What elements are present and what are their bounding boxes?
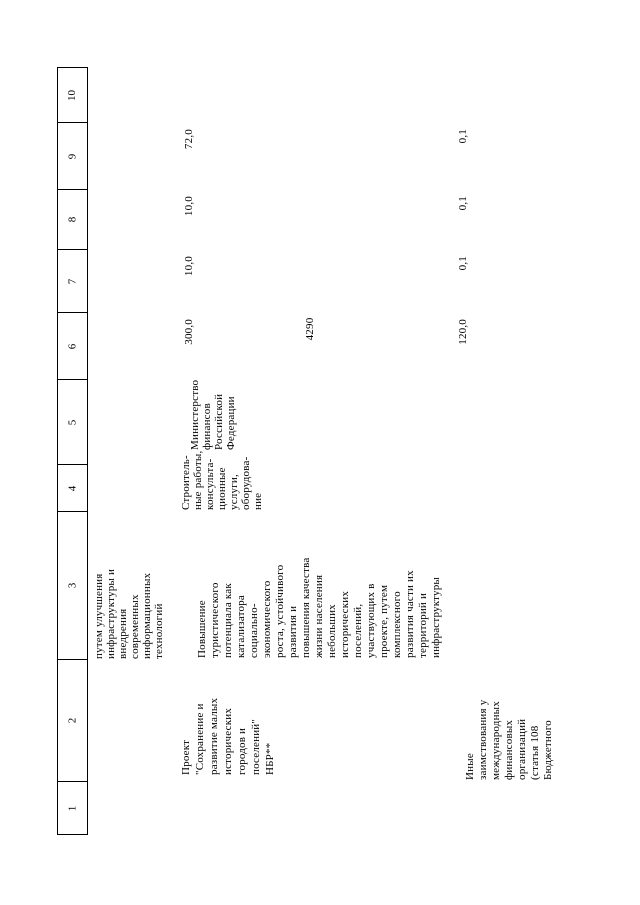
header-cell-4-label: 4 [66, 485, 78, 491]
row-continuation-col3-text: путем улучшения инфраструктуры и внедрен… [93, 568, 165, 659]
header-cell-6-label: 6 [66, 343, 78, 349]
header-cell-3: 3 [57, 512, 88, 660]
row-project-col8-value: 10,0 [183, 196, 195, 217]
header-cell-1: 1 [57, 782, 88, 835]
header-cell-4: 4 [57, 465, 88, 512]
row-project-col5-ministry: Министерство финансов Российской Федерац… [189, 379, 237, 450]
row-project-col7-value: 10,0 [183, 256, 195, 277]
header-cell-9: 9 [57, 123, 88, 190]
row-borrowings-col6-value: 120,0 [457, 319, 469, 345]
row-project-col3-goal: Повышение туристического потенциала как … [196, 557, 442, 658]
header-cell-7: 7 [57, 250, 88, 313]
page-number: 4290 [304, 317, 316, 341]
row-borrowings-col9-value: 0,1 [457, 129, 469, 144]
header-cell-10: 10 [57, 67, 88, 123]
header-cell-2: 2 [57, 660, 88, 782]
header-cell-10-label: 10 [66, 89, 78, 101]
header-cell-1-label: 1 [66, 805, 78, 811]
row-project-col6-value: 300,0 [183, 319, 195, 345]
header-cell-5: 5 [57, 380, 88, 465]
row-borrowings-col2-name: Иные заимствования у международных финан… [464, 699, 554, 780]
header-cell-3-label: 3 [66, 582, 78, 589]
header-cell-5-label: 5 [66, 419, 78, 425]
header-cell-6: 6 [57, 313, 88, 380]
header-cell-9-label: 9 [66, 153, 78, 159]
row-borrowings-col7-value: 0,1 [457, 256, 469, 271]
row-project-col2-name: Проект "Сохранение и развитие малых исто… [180, 697, 276, 775]
header-cell-7-label: 7 [66, 278, 78, 284]
header-cell-2-label: 2 [66, 717, 78, 724]
row-project-col4-works: Строитель- ные работы, консульта- ционны… [180, 450, 264, 510]
row-project-col9-value: 72,0 [183, 129, 195, 150]
row-borrowings-col8-value: 0,1 [457, 196, 469, 211]
header-cell-8-label: 8 [66, 216, 78, 223]
header-cell-8: 8 [57, 190, 88, 250]
